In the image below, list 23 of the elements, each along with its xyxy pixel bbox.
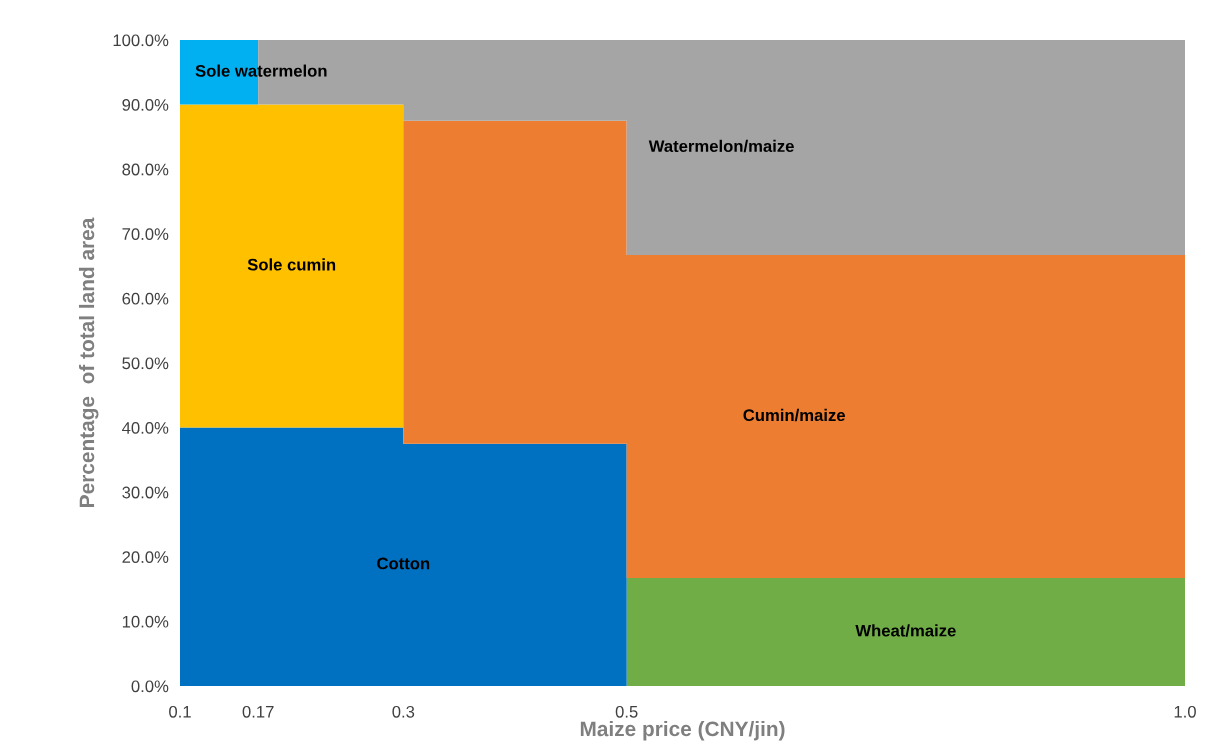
series-label: Cotton: [377, 557, 430, 570]
series-label: Cumin/maize: [743, 408, 845, 422]
y-tick-label: 80.0%: [122, 163, 169, 176]
y-tick-label: 20.0%: [122, 551, 169, 563]
y-tick-label: 0.0%: [131, 680, 169, 693]
series-label: Sole cumin: [247, 258, 336, 271]
y-tick-label: 40.0%: [122, 422, 169, 434]
x-axis-title: Maize price (CNY/jin): [580, 720, 785, 741]
y-tick-label: 60.0%: [122, 292, 169, 305]
y-tick-label: 50.0%: [122, 357, 169, 370]
x-tick-label: 0.5: [615, 705, 638, 718]
y-axis-title: Percentage of total land area: [78, 217, 99, 507]
x-tick-label: 0.17: [242, 705, 274, 718]
x-tick-label: 0.1: [169, 705, 191, 718]
series-label: Watermelon/maize: [648, 139, 794, 153]
y-tick-label: 70.0%: [122, 228, 169, 240]
y-tick-label: 10.0%: [122, 615, 169, 628]
series-label: Wheat/maize: [855, 624, 956, 637]
y-tick-label: 30.0%: [122, 486, 169, 499]
y-tick-label: 90.0%: [122, 99, 169, 111]
y-tick-label: 100.0%: [113, 34, 169, 47]
x-tick-label: 0.3: [392, 705, 415, 718]
x-tick-label: 1.0: [1174, 705, 1196, 718]
